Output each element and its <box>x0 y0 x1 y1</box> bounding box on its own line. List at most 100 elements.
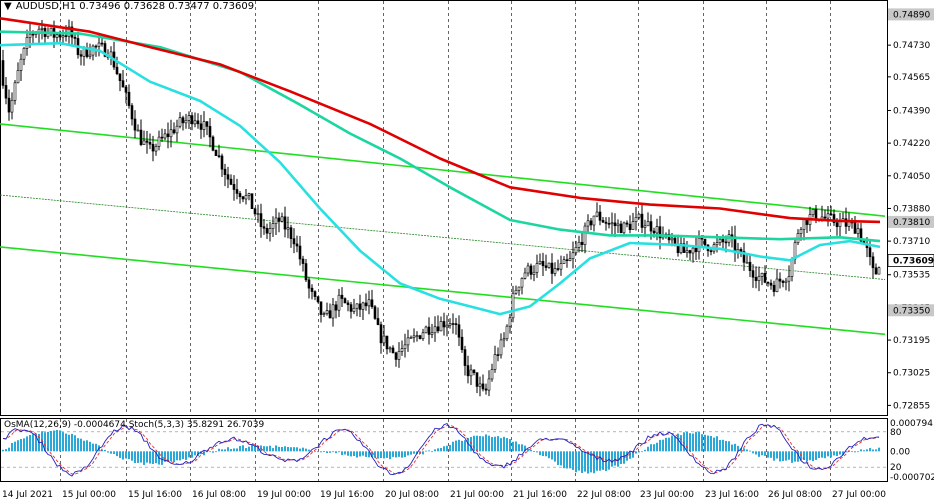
candle-body <box>10 99 14 113</box>
candle-body <box>238 193 242 198</box>
osma-bar <box>737 445 739 452</box>
candle-body <box>199 123 203 130</box>
osma-bar <box>644 449 646 452</box>
osma-bar <box>632 451 634 458</box>
osma-bar <box>710 436 712 452</box>
candle-body <box>412 335 416 338</box>
candle-body <box>646 221 650 227</box>
candle-body <box>634 217 638 222</box>
candle-body <box>514 289 518 294</box>
candle-body <box>769 282 773 286</box>
candle-body <box>592 215 596 226</box>
osma-bar <box>578 451 580 471</box>
osma-bar <box>695 431 697 452</box>
candle-body <box>415 335 419 337</box>
osma-bar <box>119 451 121 458</box>
candle-body <box>388 347 392 350</box>
osma-bar <box>410 451 412 455</box>
candle-body <box>292 238 296 245</box>
osma-bar <box>290 447 292 452</box>
candle-body <box>844 218 848 227</box>
osma-bar <box>440 448 442 452</box>
time-tick-label: 27 Jul 00:00 <box>832 490 886 500</box>
price-tick-label: 0.74050 <box>893 172 930 182</box>
osma-bar <box>356 451 358 458</box>
candle-body <box>139 129 143 145</box>
candle-body <box>175 125 179 134</box>
candle-body <box>562 259 566 264</box>
osma-bar <box>212 451 214 453</box>
osma-bar <box>875 449 877 452</box>
candle-body <box>586 220 590 227</box>
osma-bar <box>767 451 769 458</box>
candle-body <box>715 242 719 245</box>
indicator-label: OsMA(12,26,9) -0.0004674 Stoch(5,3,3) 35… <box>4 420 265 430</box>
candle-body <box>244 195 248 200</box>
osma-bar <box>401 451 403 458</box>
candle-body <box>547 262 551 268</box>
osma-bar <box>575 451 577 473</box>
osma-bar <box>548 451 550 459</box>
candle-body <box>22 48 26 60</box>
osma-bar <box>374 451 376 458</box>
candle-body <box>241 196 245 200</box>
candle-body <box>751 270 755 278</box>
candle-body <box>193 120 197 125</box>
candle-body <box>358 303 362 310</box>
candle-body <box>484 388 488 391</box>
candle-body <box>523 272 527 279</box>
osma-bar <box>494 436 496 452</box>
osma-bar <box>116 451 118 457</box>
candle-body <box>529 265 533 275</box>
osma-bar <box>359 451 361 457</box>
osma-bar <box>251 445 253 452</box>
candle-body <box>187 115 191 121</box>
candle-body <box>772 284 776 292</box>
candle-body <box>643 225 647 228</box>
candle-body <box>364 302 368 307</box>
candle-body <box>202 121 206 130</box>
candle-body <box>226 174 230 180</box>
osma-bar <box>764 451 766 456</box>
candle-body <box>136 129 140 132</box>
candle-body <box>361 302 365 310</box>
osma-bar <box>74 435 76 452</box>
candle-body <box>247 193 251 196</box>
osma-bar <box>707 435 709 452</box>
price-tick-label: 0.72855 <box>893 401 930 411</box>
osma-bar <box>206 451 208 453</box>
osma-bar <box>167 451 169 462</box>
osma-bar <box>62 432 64 452</box>
candle-body <box>799 229 803 234</box>
candle-body <box>685 250 689 253</box>
candle-body <box>721 238 725 243</box>
candle-body <box>802 218 806 230</box>
osma-bar <box>221 449 223 452</box>
candle-body <box>430 332 434 335</box>
osma-bar <box>641 451 643 453</box>
candle-body <box>538 261 542 264</box>
candle-body <box>346 302 350 305</box>
osma-bar <box>482 436 484 452</box>
candle-body <box>451 323 455 325</box>
osma-bar <box>257 446 259 452</box>
candle-body <box>445 324 449 328</box>
time-tick-label: 15 Jul 16:00 <box>128 490 182 500</box>
candle-body <box>694 247 698 253</box>
candle-body <box>781 280 785 283</box>
osma-bar <box>656 442 658 452</box>
osma-bar <box>338 451 340 453</box>
candle-body <box>475 372 479 387</box>
osma-bar <box>245 448 247 452</box>
candle-body <box>811 208 815 215</box>
candle-body <box>655 226 659 234</box>
candle-body <box>868 247 872 258</box>
candle-body <box>481 383 485 390</box>
candle-body <box>790 258 794 277</box>
osma-bar <box>248 446 250 452</box>
candle-body <box>604 221 608 224</box>
candle-body <box>73 36 77 39</box>
osma-bar <box>152 451 154 464</box>
price-tick-label: 0.73195 <box>893 336 930 346</box>
